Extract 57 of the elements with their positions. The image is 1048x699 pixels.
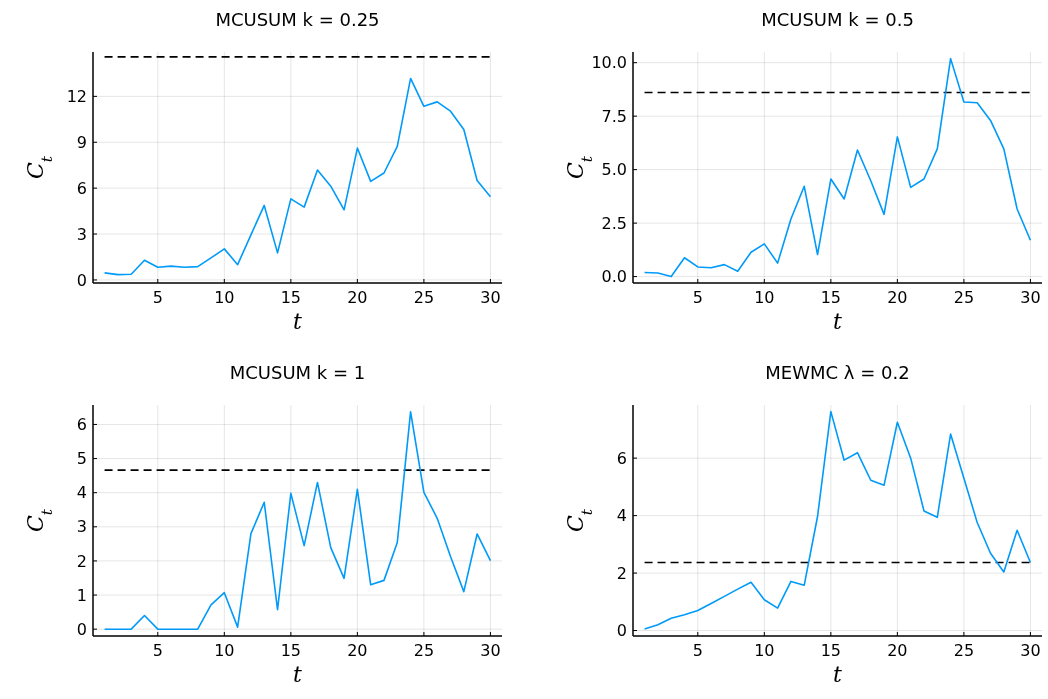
- y-tick-label: 0: [76, 619, 87, 639]
- x-tick-label: 25: [953, 641, 975, 660]
- y-tick-label: 6: [76, 415, 87, 435]
- x-tick-label: 5: [152, 641, 163, 660]
- x-tick-label: 30: [480, 288, 501, 307]
- line-series: [103, 411, 492, 630]
- x-tick-label: 25: [953, 288, 975, 307]
- y-tick-label: 6: [616, 448, 627, 468]
- y-tick-label: 12: [66, 86, 87, 106]
- x-axis-title: t: [293, 662, 303, 687]
- x-tick-label: 30: [1020, 641, 1041, 660]
- y-tick-label: 3: [76, 517, 87, 537]
- y-tick-label: 3: [76, 224, 87, 244]
- y-tick-label: 0.0: [601, 267, 627, 287]
- x-axis-title: t: [833, 309, 843, 334]
- chart-title: MCUSUM k = 0.25: [215, 9, 380, 30]
- x-tick-label: 20: [887, 641, 908, 660]
- y-tick-label: 6: [76, 178, 87, 198]
- y-tick-label: 4: [76, 483, 87, 503]
- x-tick-label: 30: [1020, 288, 1041, 307]
- x-tick-label: 20: [887, 288, 908, 307]
- line-series: [643, 57, 1032, 278]
- line-series: [103, 77, 492, 276]
- y-tick-label: 7.5: [601, 106, 627, 126]
- x-tick-label: 20: [347, 641, 368, 660]
- y-tick-label: 0: [76, 270, 87, 290]
- x-tick-label: 25: [413, 288, 435, 307]
- x-tick-label: 15: [820, 288, 842, 307]
- x-axis-title: t: [293, 309, 303, 334]
- x-tick-label: 5: [692, 641, 703, 660]
- line-series: [643, 410, 1032, 630]
- y-tick-label: 4: [616, 506, 627, 526]
- y-tick-label: 2.5: [601, 213, 627, 233]
- x-tick-label: 25: [413, 641, 435, 660]
- chart-title: MCUSUM k = 1: [229, 362, 366, 383]
- y-tick-label: 2: [76, 551, 87, 571]
- y-tick-label: 2: [616, 563, 627, 583]
- x-tick-label: 15: [820, 641, 842, 660]
- x-tick-label: 5: [692, 288, 703, 307]
- y-tick-label: 5: [76, 449, 87, 469]
- x-tick-label: 10: [754, 288, 775, 307]
- x-tick-label: 30: [480, 641, 501, 660]
- x-tick-label: 15: [280, 288, 302, 307]
- x-tick-label: 20: [347, 288, 368, 307]
- x-tick-label: 10: [214, 288, 235, 307]
- x-tick-label: 10: [754, 641, 775, 660]
- y-tick-label: 1: [76, 585, 87, 605]
- x-tick-label: 15: [280, 641, 302, 660]
- y-tick-label: 0: [616, 621, 627, 641]
- chart-title: MCUSUM k = 0.5: [761, 9, 914, 30]
- x-tick-label: 10: [214, 641, 235, 660]
- x-axis-title: t: [833, 662, 843, 687]
- y-tick-label: 5.0: [601, 160, 627, 180]
- y-tick-label: 10.0: [591, 53, 627, 73]
- y-tick-label: 9: [76, 132, 87, 152]
- x-tick-label: 5: [152, 288, 163, 307]
- chart-title: MEWMC λ = 0.2: [765, 362, 910, 383]
